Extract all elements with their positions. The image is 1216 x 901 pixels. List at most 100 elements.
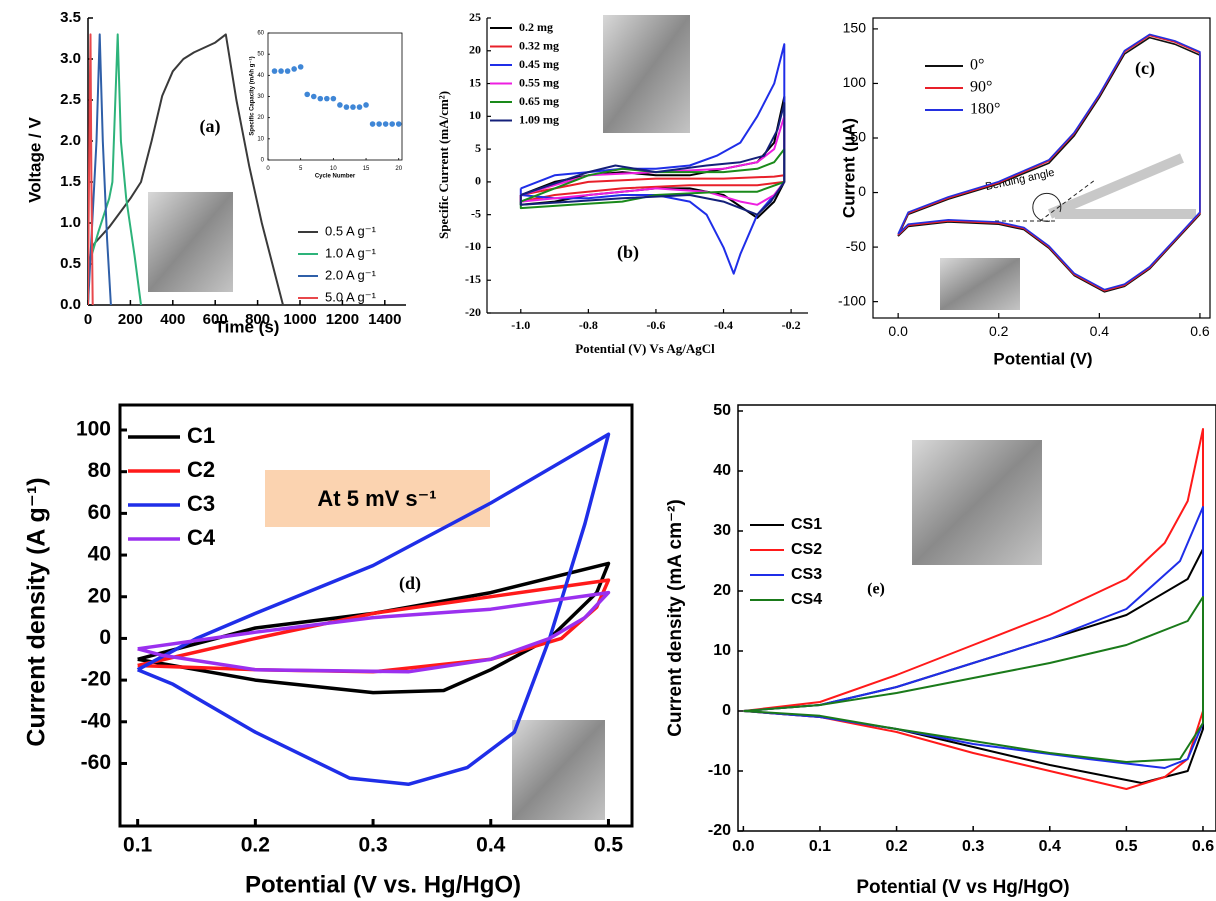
point (310, 93, 317, 100)
y-tick-label: -50 (846, 238, 866, 254)
x-axis-label: Potential (V) Vs Ag/AgCl (575, 341, 715, 356)
y-tick-label: 0.5 (60, 255, 81, 272)
legend-label: 5.0 A g⁻¹ (325, 289, 377, 304)
y-tick-label: 30 (257, 94, 264, 100)
legend-label: 0.5 A g⁻¹ (325, 223, 377, 238)
y-tick-label: 10 (257, 136, 264, 142)
y-tick-label: -10 (465, 239, 481, 253)
y-tick-label: 5 (475, 141, 481, 155)
tem-inset (512, 720, 605, 820)
y-tick-label: 1.5 (60, 173, 81, 190)
y-tick-label: 20 (88, 584, 111, 607)
y-tick-label: 30 (713, 522, 731, 539)
bending-sketch (995, 153, 1196, 222)
panel: 0.0 0.1 0.2 0.3 0.4 0.5 0.6 -20 -10 0 10 20 30 40 50 Po… (665, 402, 1216, 898)
legend-label: 0.32 mg (519, 38, 559, 52)
series-line (743, 548, 1204, 784)
y-tick-label: 2.0 (60, 132, 81, 149)
y-tick-label: 0.0 (60, 296, 81, 313)
panel: 0.0 0.2 0.4 0.6 -100 -50 0 50 100 150 Potential (V… (838, 17, 1211, 368)
y-tick-label: 50 (850, 129, 866, 145)
annotation: At 5 mV s⁻¹ (317, 486, 436, 511)
x-tick-label: 20 (395, 166, 402, 172)
point (271, 68, 278, 74)
panel: -1.0 -0.8 -0.6 -0.4 -0.2 -20 -15 -10 -5 0 5 10 15 20 2… (436, 10, 808, 356)
y-tick-label: 0 (99, 626, 111, 649)
point (369, 121, 376, 127)
x-tick-label: 0.2 (989, 323, 1009, 339)
y-tick-label: 10 (469, 108, 481, 122)
y-tick-label: 0 (858, 183, 866, 199)
x-tick-label: 0.2 (885, 838, 907, 855)
legend-label: 2.0 A g⁻¹ (325, 267, 377, 282)
series-line (519, 102, 786, 216)
panel-label: (d) (399, 573, 421, 594)
y-tick-label: 0 (722, 702, 731, 719)
x-tick-label: 0.0 (888, 323, 908, 339)
y-tick-label: 100 (76, 418, 111, 441)
y-tick-label: 50 (257, 52, 264, 58)
x-tick-label: 0.2 (241, 833, 270, 856)
point (297, 64, 304, 70)
tem-inset (940, 258, 1020, 310)
legend-label: CS4 (791, 591, 822, 608)
series-line (897, 33, 1201, 291)
point (356, 104, 363, 110)
y-tick-label: 0 (261, 158, 265, 164)
legend-label: 1.0 A g⁻¹ (325, 245, 377, 260)
y-axis-label: Current (μA) (839, 118, 858, 218)
x-tick-label: 0 (266, 166, 270, 172)
y-tick-label: 50 (713, 402, 731, 419)
x-tick-label: 0.1 (123, 833, 153, 856)
x-tick-label: 0.6 (1192, 838, 1214, 855)
x-axis-label: Time (s) (215, 317, 280, 336)
legend-label: 1.09 mg (519, 112, 559, 126)
tem-inset (912, 440, 1042, 565)
series-line (137, 590, 611, 674)
x-tick-label: 800 (245, 311, 270, 328)
y-tick-label: 3.0 (60, 50, 81, 67)
tem-inset (603, 15, 690, 133)
point (324, 95, 330, 102)
y-tick-label: -20 (465, 305, 481, 319)
x-tick-label: 0.0 (732, 838, 754, 855)
legend-label: 0.2 mg (519, 20, 553, 34)
series-line (88, 33, 94, 305)
legend-label: 0° (970, 57, 984, 74)
point (343, 104, 350, 110)
x-tick-label: 0.6 (1190, 323, 1210, 339)
x-axis-label: Potential (V) (993, 349, 1092, 368)
y-tick-label: 80 (88, 459, 111, 482)
y-tick-label: -60 (81, 751, 111, 774)
annotation-box (265, 470, 490, 527)
x-tick-label: 0.5 (1115, 838, 1137, 855)
series-line (137, 578, 611, 674)
annotation: Bending angle (984, 167, 1055, 193)
y-axis-label: Specific Capacity (mAh g⁻¹) (249, 56, 256, 135)
x-tick-label: -1.0 (511, 318, 530, 332)
x-tick-label: 0.4 (1090, 323, 1110, 339)
y-tick-label: 1.0 (60, 214, 81, 231)
y-tick-label: -5 (471, 206, 481, 220)
y-tick-label: 40 (713, 462, 731, 479)
y-tick-label: 15 (469, 75, 481, 89)
y-tick-label: 20 (469, 43, 481, 57)
y-tick-label: 20 (257, 115, 264, 121)
x-tick-label: -0.4 (714, 318, 733, 332)
legend-label: C2 (187, 457, 215, 482)
x-tick-label: 1000 (283, 311, 316, 328)
plot-frame (118, 403, 634, 828)
legend-label: 0.55 mg (519, 75, 559, 89)
y-tick-label: -20 (708, 822, 731, 839)
legend-label: 0.65 mg (519, 94, 559, 108)
point (376, 121, 382, 127)
y-tick-label: 3.5 (60, 9, 81, 26)
y-tick-label: 100 (843, 74, 867, 90)
series-line (743, 596, 1204, 763)
panel-label: (a) (200, 116, 221, 137)
series-line (136, 432, 611, 787)
legend-label: 90° (970, 79, 992, 96)
legend-label: CS3 (791, 566, 822, 583)
